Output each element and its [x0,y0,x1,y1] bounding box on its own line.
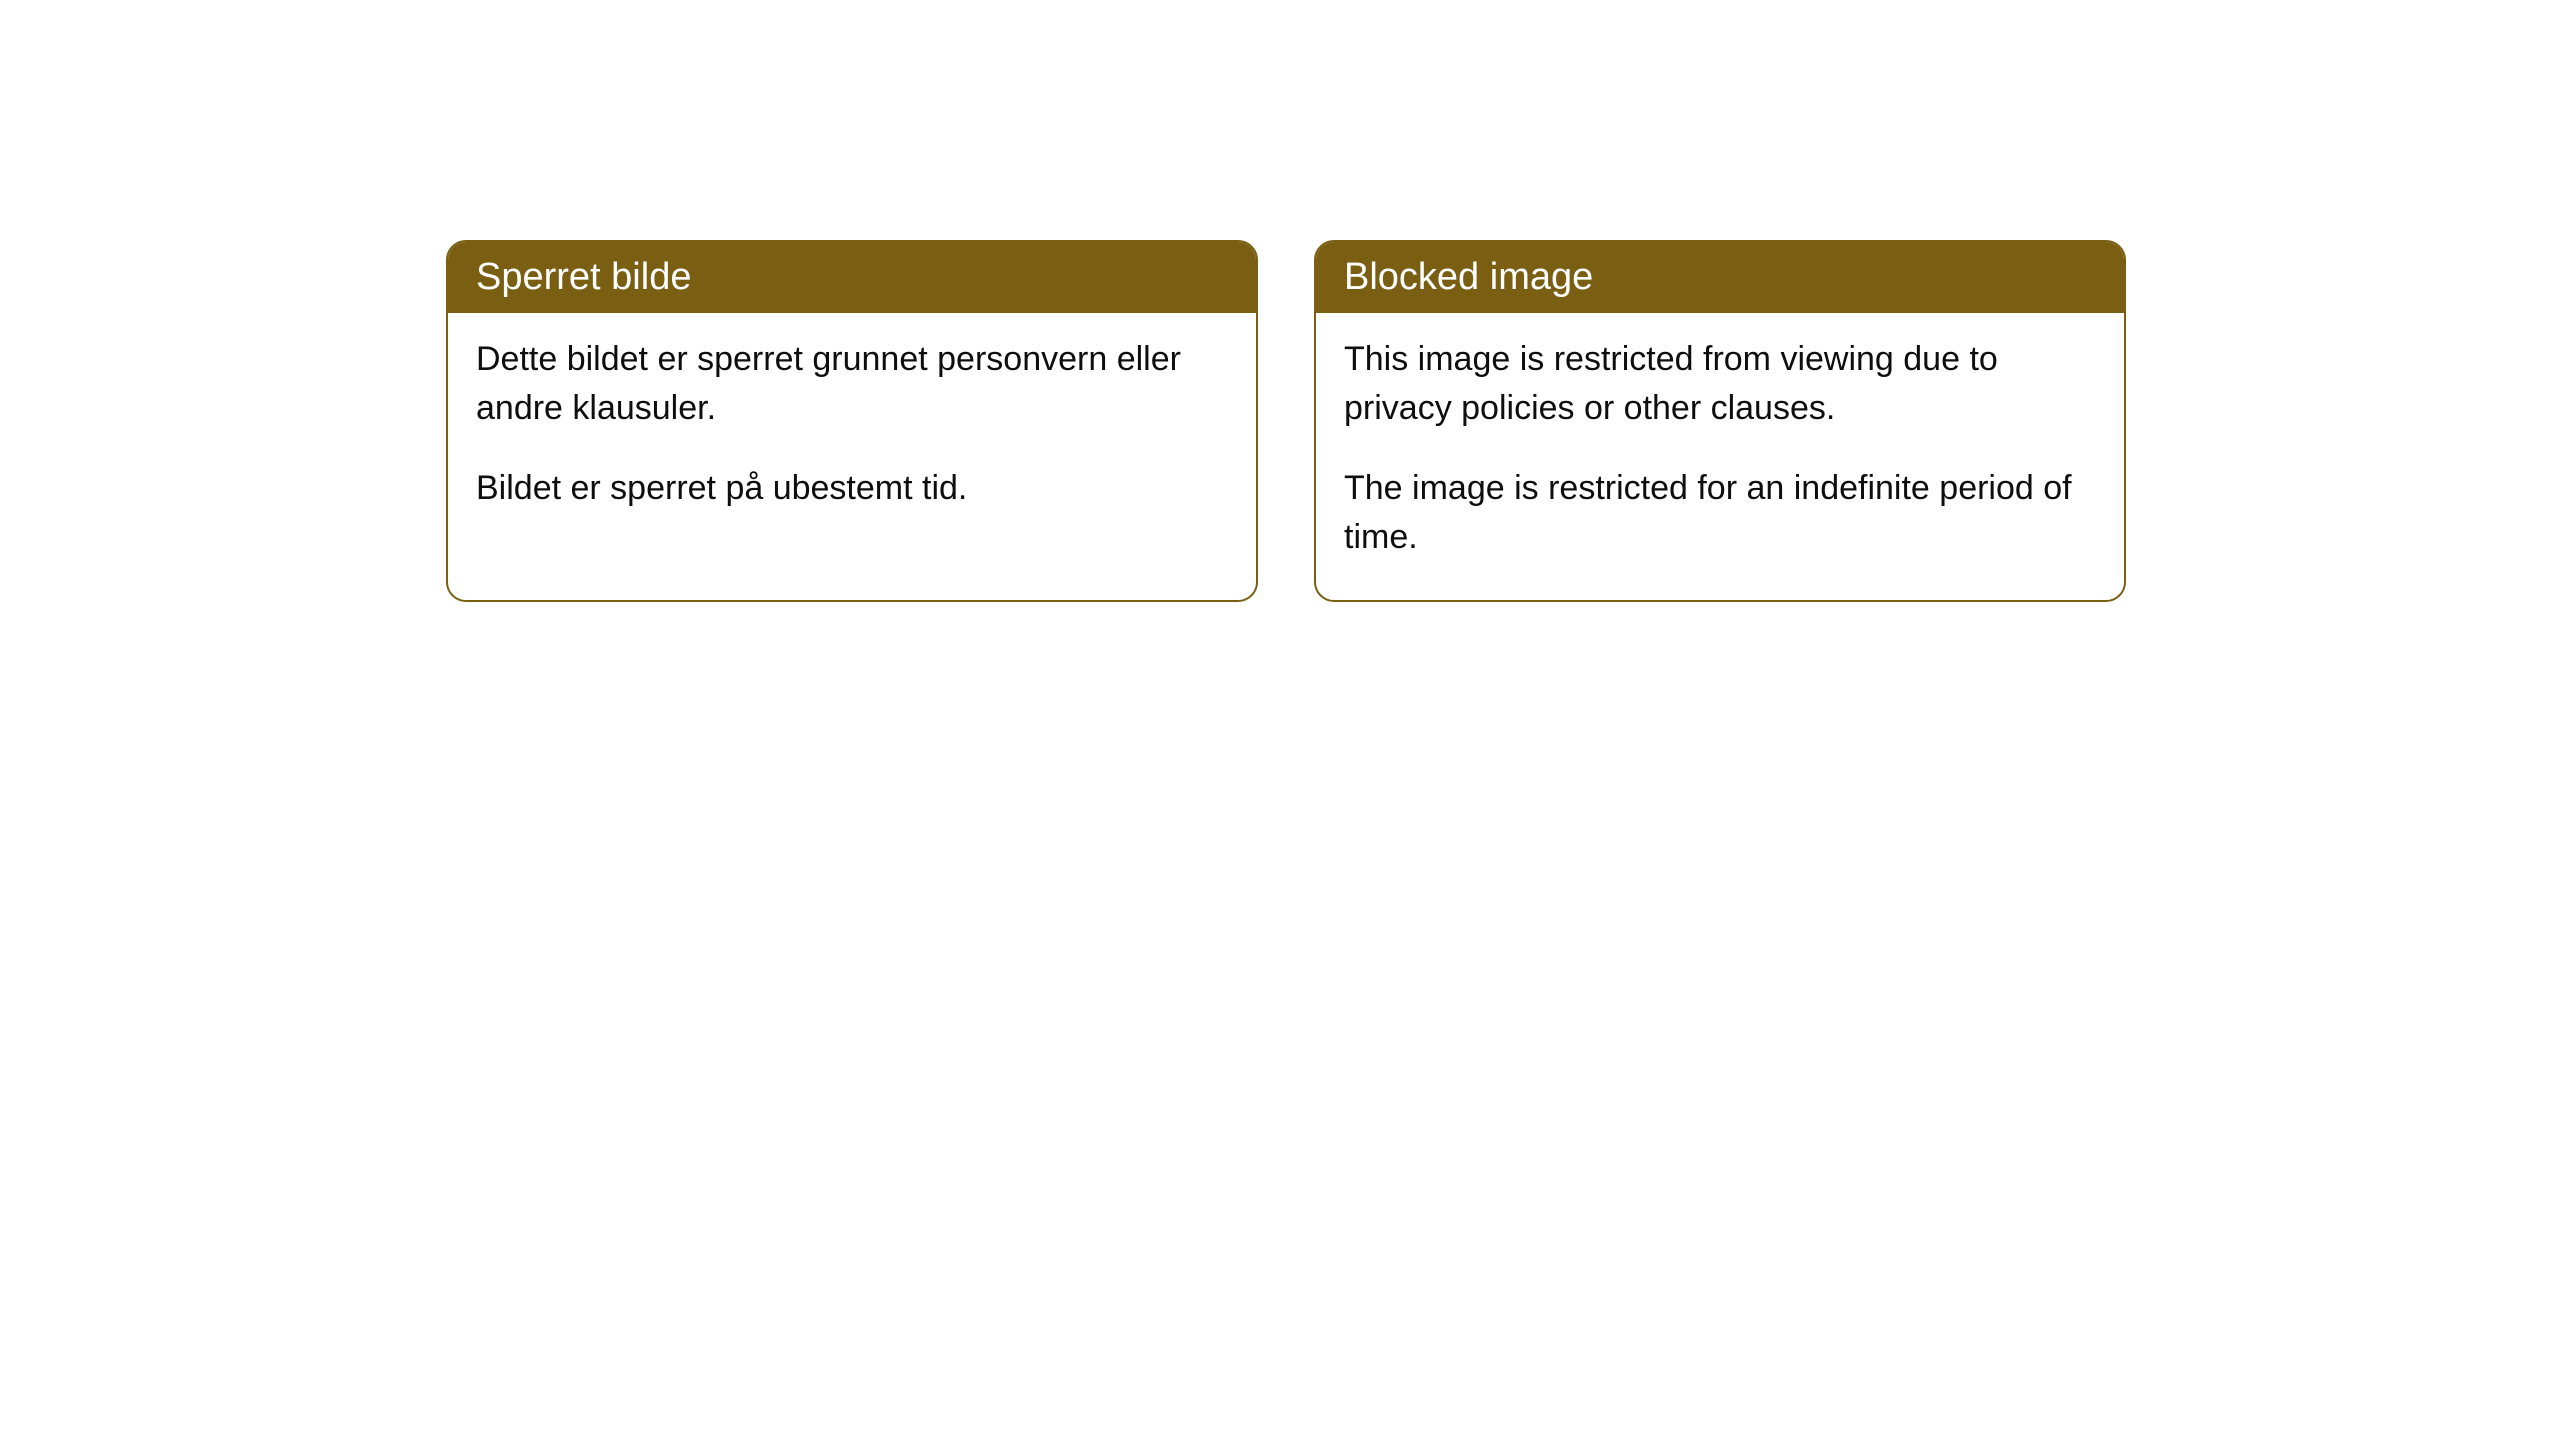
card-title: Blocked image [1344,256,1593,298]
card-text: Bildet er sperret på ubestemt tid. [476,469,967,507]
card-text: The image is restricted for an indefinit… [1344,469,2072,556]
card-text: Dette bildet er sperret grunnet personve… [476,340,1181,427]
card-paragraph: Dette bildet er sperret grunnet personve… [476,335,1228,434]
card-body: Dette bildet er sperret grunnet personve… [448,313,1256,551]
card-header: Sperret bilde [448,242,1256,313]
card-paragraph: Bildet er sperret på ubestemt tid. [476,464,1228,513]
card-title: Sperret bilde [476,256,691,298]
card-body: This image is restricted from viewing du… [1316,313,2124,600]
notice-cards-container: Sperret bilde Dette bildet er sperret gr… [446,240,2126,602]
card-paragraph: The image is restricted for an indefinit… [1344,464,2096,563]
card-header: Blocked image [1316,242,2124,313]
notice-card-english: Blocked image This image is restricted f… [1314,240,2126,602]
card-paragraph: This image is restricted from viewing du… [1344,335,2096,434]
notice-card-norwegian: Sperret bilde Dette bildet er sperret gr… [446,240,1258,602]
card-text: This image is restricted from viewing du… [1344,340,1998,427]
